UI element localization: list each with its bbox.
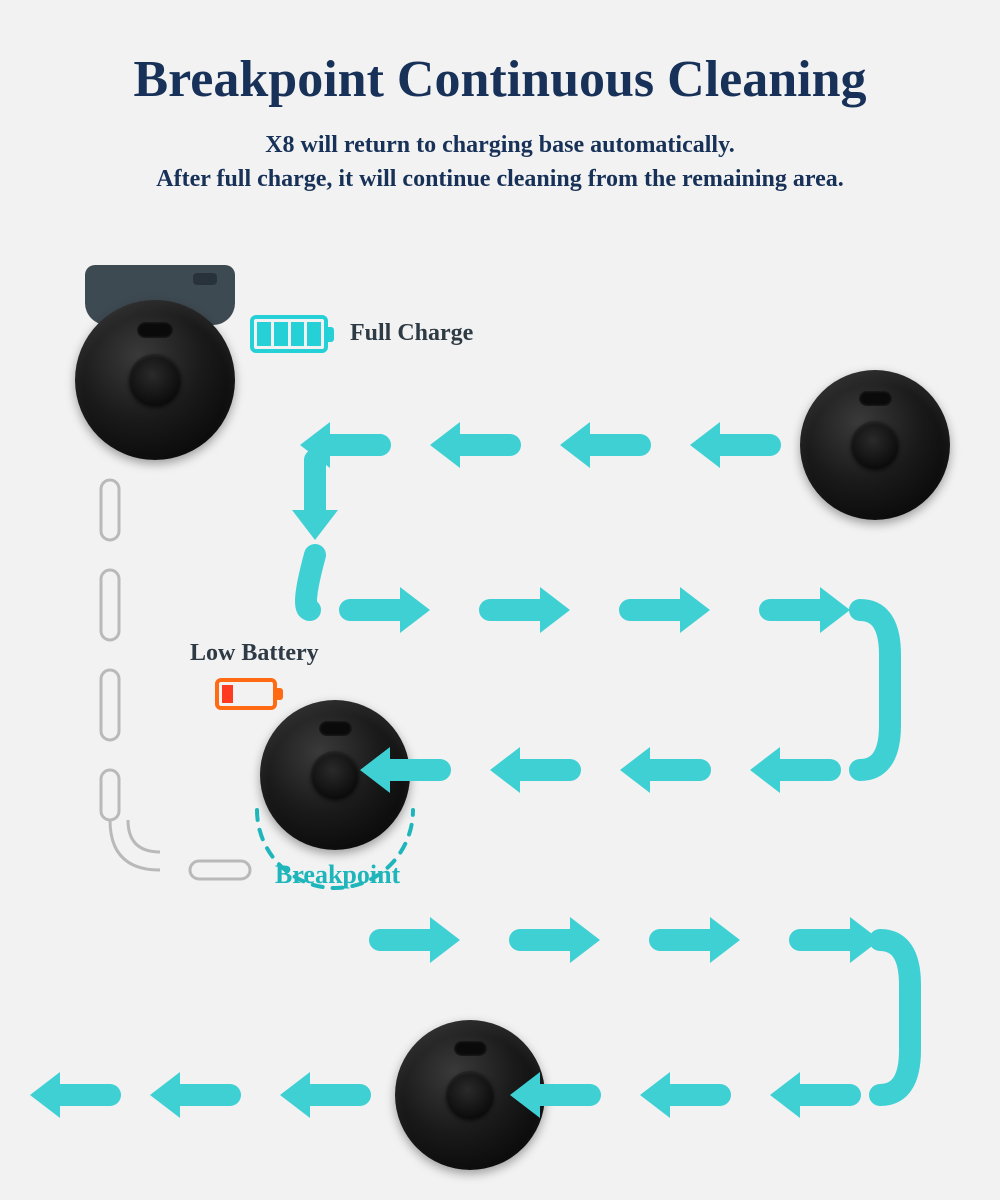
path-diagram bbox=[0, 0, 1000, 1200]
